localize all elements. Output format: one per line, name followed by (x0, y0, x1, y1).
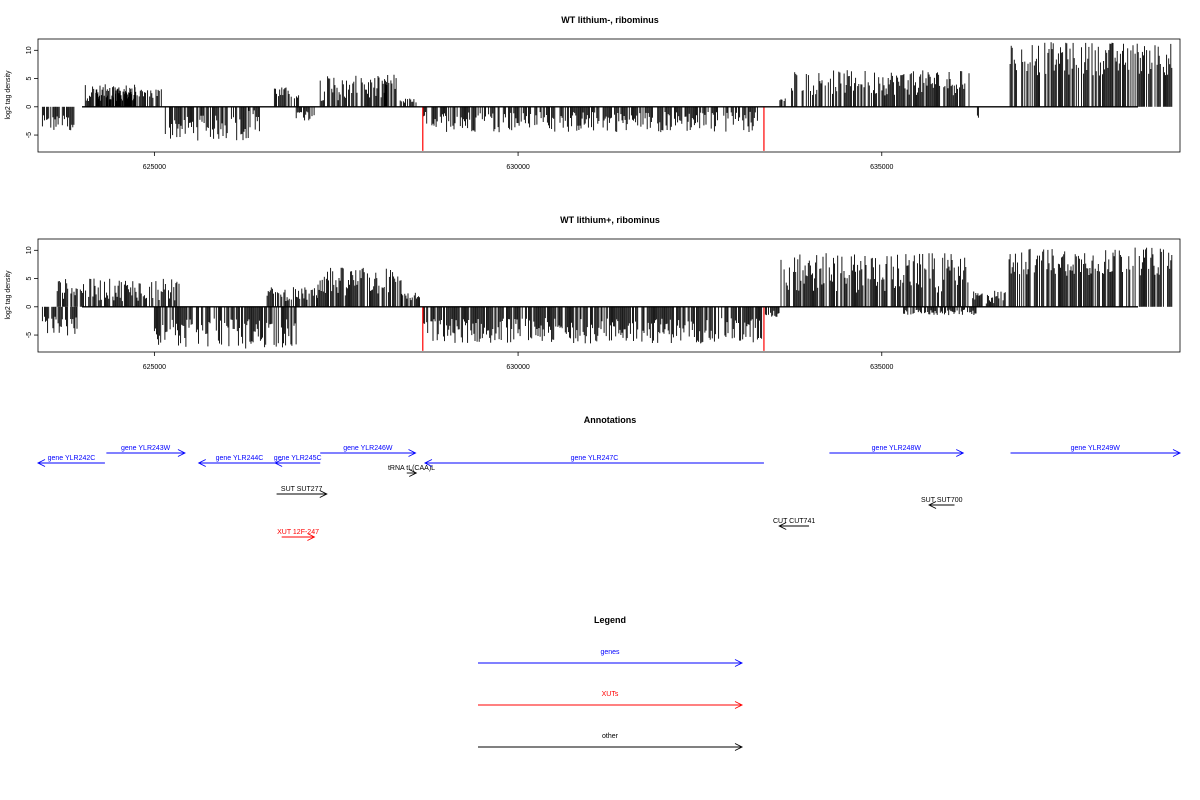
arrow-left-icon (197, 459, 206, 467)
feature-label: gene YLR248W (872, 445, 922, 452)
legend: Legend genes XUTs other (478, 615, 744, 751)
marker-lines (422, 106, 765, 151)
track-panel-lithium-minus: WT lithium-, ribominus log2 tag density … (5, 15, 1181, 171)
feature-xut-12f-247: XUT 12F-247 (277, 529, 319, 541)
arrow-left-icon (423, 459, 433, 467)
arrow-right-icon (956, 449, 965, 457)
x-tick-label: 635000 (870, 164, 893, 171)
arrow-right-icon (1172, 449, 1182, 457)
feature-label: gene YLR244C (216, 455, 264, 462)
legend-item-xut: XUTs (478, 691, 744, 709)
feature-gene-ylr246w: gene YLR246W (320, 445, 417, 457)
feature-label: gene YLR245C (274, 455, 322, 462)
x-tick-label: 625000 (143, 364, 166, 371)
legend-title: Legend (594, 615, 626, 625)
feature-gene-ylr247c: gene YLR247C (423, 455, 764, 467)
feature-label: gene YLR246W (343, 445, 393, 452)
arrow-right-icon (319, 490, 328, 498)
arrow-right-icon (734, 743, 744, 751)
legend-items: genes XUTs other (478, 649, 744, 751)
y-tick-label: 10 (26, 46, 33, 54)
feature-gene-ylr243w: gene YLR243W (106, 445, 186, 457)
arrow-left-icon (928, 501, 937, 509)
feature-gene-ylr244c: gene YLR244C (197, 455, 281, 467)
legend-label: XUTs (602, 691, 619, 698)
y-tick-label: 5 (26, 277, 33, 281)
x-axis: 625000 630000 635000 (143, 152, 894, 171)
plot-frame (37, 38, 1181, 153)
x-tick-label: 625000 (143, 164, 166, 171)
feature-sut-sut700: SUT SUT700 (921, 497, 963, 509)
y-tick-label: 0 (26, 105, 33, 109)
arrow-right-icon (734, 701, 744, 709)
feature-label: SUT SUT700 (921, 497, 963, 504)
feature-trna-tl-caa-l: tRNA tL(CAA)L (388, 465, 435, 477)
arrow-right-icon (177, 449, 186, 457)
feature-label: gene YLR242C (48, 455, 96, 462)
arrow-right-icon (734, 659, 744, 667)
feature-gene-ylr242c: gene YLR242C (36, 455, 105, 467)
feature-label: gene YLR247C (571, 455, 619, 462)
feature-label: gene YLR249W (1071, 445, 1121, 452)
bar-series (41, 42, 1173, 141)
y-tick-label: -5 (26, 132, 33, 138)
y-axis: -5 0 5 10 (26, 46, 38, 138)
feature-label: XUT 12F-247 (277, 529, 319, 536)
feature-gene-ylr249w: gene YLR249W (1010, 445, 1182, 457)
feature-list: gene YLR242C gene YLR243W gene YLR244C gene… (36, 445, 1182, 541)
x-tick-label: 630000 (506, 364, 529, 371)
x-tick-label: 635000 (870, 364, 893, 371)
track-panel-lithium-plus: WT lithium+, ribominus log2 tag density … (5, 215, 1181, 371)
x-tick-label: 630000 (506, 164, 529, 171)
arrow-right-icon (307, 533, 316, 541)
arrow-left-icon (274, 459, 283, 467)
legend-item-other: other (478, 733, 744, 751)
annotations-title: Annotations (584, 415, 637, 425)
feature-cut-cut741: CUT CUT741 (773, 518, 815, 530)
feature-gene-ylr248w: gene YLR248W (829, 445, 965, 457)
y-tick-label: 5 (26, 77, 33, 81)
legend-label: genes (600, 649, 620, 656)
marker-lines (422, 306, 765, 351)
feature-label: tRNA tL(CAA)L (388, 465, 435, 472)
arrow-right-icon (408, 449, 417, 457)
arrow-right-icon (409, 469, 418, 477)
panel-title: WT lithium-, ribominus (561, 15, 659, 25)
feature-label: CUT CUT741 (773, 518, 815, 525)
feature-gene-ylr245c: gene YLR245C (274, 455, 322, 467)
legend-item-gene: genes (478, 649, 744, 667)
y-tick-label: 10 (26, 246, 33, 254)
arrow-left-icon (778, 522, 787, 530)
y-axis: -5 0 5 10 (26, 246, 38, 338)
bar-series (41, 247, 1173, 349)
y-tick-label: -5 (26, 332, 33, 338)
arrow-left-icon (36, 459, 46, 467)
legend-label: other (602, 733, 619, 740)
y-tick-label: 0 (26, 305, 33, 309)
feature-label: SUT SUT277 (281, 486, 323, 493)
y-axis-label: log2 tag density (5, 70, 12, 120)
plot-frame (37, 238, 1181, 353)
x-axis: 625000 630000 635000 (143, 352, 894, 371)
y-axis-label: log2 tag density (5, 270, 12, 320)
feature-label: gene YLR243W (121, 445, 171, 452)
feature-sut-sut277: SUT SUT277 (276, 486, 328, 498)
panel-title: WT lithium+, ribominus (560, 215, 660, 225)
